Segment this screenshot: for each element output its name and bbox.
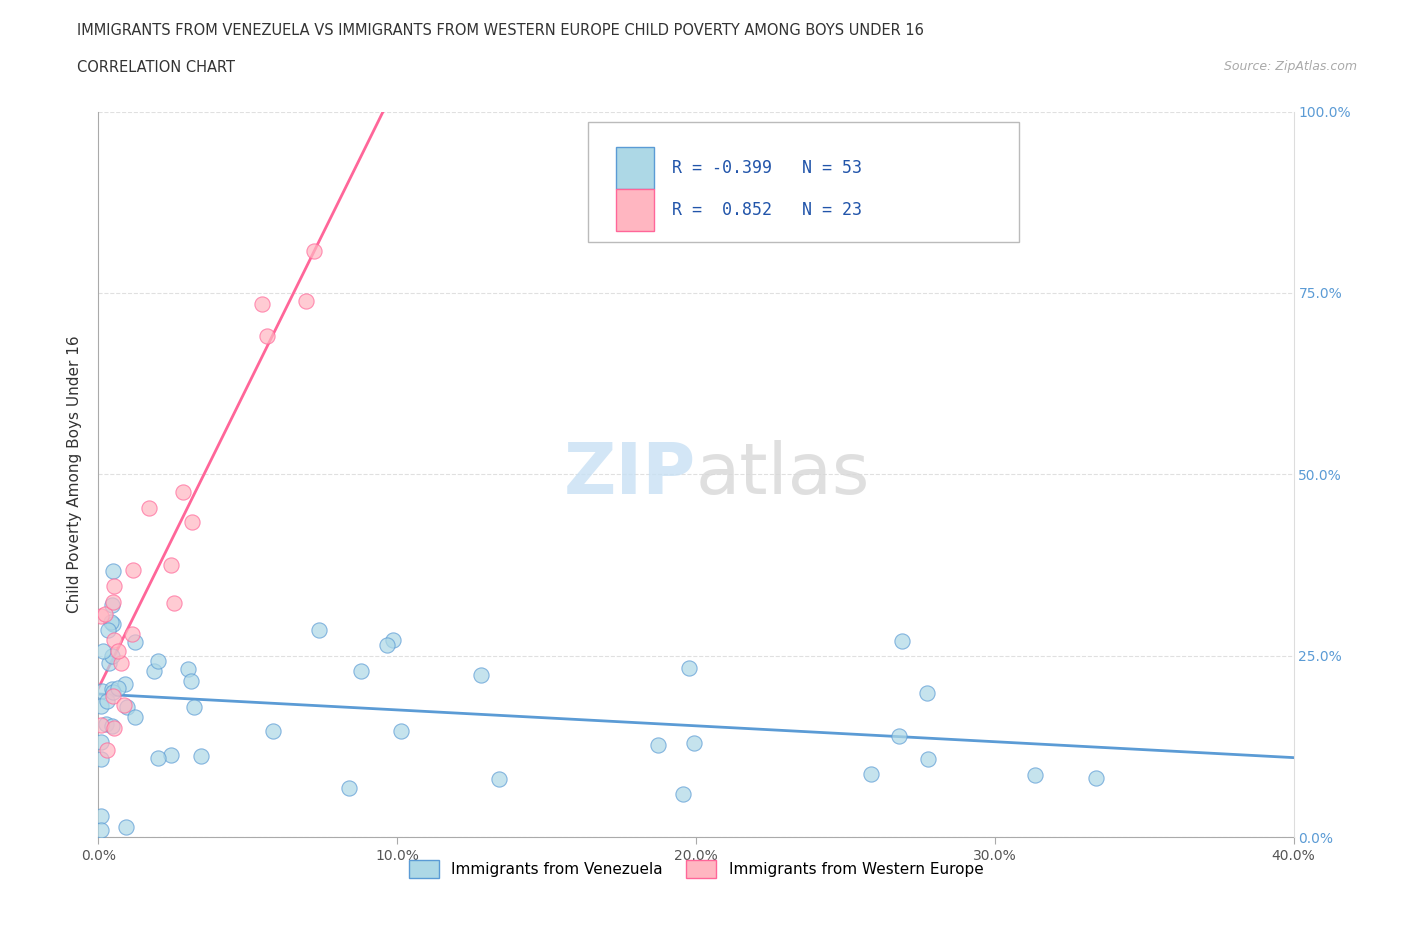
Point <box>90 735 112 750</box>
Point <box>181 515 204 530</box>
Point <box>91 644 114 658</box>
Point <box>110 656 132 671</box>
Point <box>91 684 114 698</box>
Text: ZIP: ZIP <box>564 440 696 509</box>
FancyBboxPatch shape <box>589 123 1019 242</box>
Point <box>381 632 404 647</box>
Point <box>146 653 169 668</box>
Point <box>671 787 693 802</box>
Point <box>891 633 914 648</box>
Point <box>97 622 120 637</box>
Text: R =  0.852   N = 23: R = 0.852 N = 23 <box>672 201 862 219</box>
Point <box>90 698 112 713</box>
Text: atlas: atlas <box>696 440 870 509</box>
Point <box>103 721 125 736</box>
Point <box>103 578 125 593</box>
Point <box>98 656 121 671</box>
Point <box>647 737 669 752</box>
Point <box>308 622 330 637</box>
Point <box>100 718 122 733</box>
Point <box>889 728 911 743</box>
Point <box>107 644 129 658</box>
Point <box>180 673 202 688</box>
Point <box>389 724 412 738</box>
Point <box>122 562 145 577</box>
Point <box>124 710 146 724</box>
Point <box>337 780 360 795</box>
Point <box>915 685 938 700</box>
Point <box>159 748 181 763</box>
Point <box>678 660 700 675</box>
Point <box>1084 770 1107 785</box>
Point <box>114 677 136 692</box>
Point <box>295 293 318 308</box>
Point <box>101 685 124 700</box>
Point <box>160 557 183 572</box>
Point <box>94 606 117 621</box>
Text: CORRELATION CHART: CORRELATION CHART <box>77 60 235 75</box>
Point <box>683 736 706 751</box>
Point <box>1024 767 1046 782</box>
Point <box>96 693 118 708</box>
Text: IMMIGRANTS FROM VENEZUELA VS IMMIGRANTS FROM WESTERN EUROPE CHILD POVERTY AMONG : IMMIGRANTS FROM VENEZUELA VS IMMIGRANTS … <box>77 23 924 38</box>
Point <box>90 608 112 623</box>
Bar <box>616 189 654 232</box>
Point <box>101 617 124 631</box>
Point <box>115 819 138 834</box>
Y-axis label: Child Poverty Among Boys Under 16: Child Poverty Among Boys Under 16 <box>67 336 83 613</box>
Point <box>101 682 124 697</box>
Point <box>143 664 166 679</box>
Point <box>121 626 143 641</box>
Point <box>96 716 118 731</box>
Point <box>488 772 510 787</box>
Point <box>90 808 112 823</box>
Point <box>115 699 138 714</box>
Point <box>101 648 124 663</box>
Point <box>138 500 160 515</box>
Point <box>262 724 284 738</box>
Point <box>302 244 325 259</box>
Point <box>349 663 371 678</box>
Point <box>103 594 125 609</box>
Point <box>112 698 135 713</box>
Point <box>100 615 122 630</box>
Text: Source: ZipAtlas.com: Source: ZipAtlas.com <box>1223 60 1357 73</box>
Point <box>101 598 124 613</box>
Point <box>124 635 146 650</box>
Point <box>470 668 492 683</box>
Point <box>162 595 184 610</box>
Point <box>172 485 194 500</box>
Bar <box>616 147 654 189</box>
Point <box>256 328 278 343</box>
Point <box>859 766 882 781</box>
Point <box>101 688 124 703</box>
Text: R = -0.399   N = 53: R = -0.399 N = 53 <box>672 159 862 178</box>
Point <box>250 297 273 312</box>
Point <box>177 661 200 676</box>
Point <box>90 717 112 732</box>
Point <box>190 749 212 764</box>
Point <box>101 564 124 578</box>
Point <box>148 751 170 765</box>
Point <box>107 680 129 695</box>
Point <box>183 699 205 714</box>
Point <box>90 822 112 837</box>
Point <box>917 751 939 766</box>
Point <box>103 632 125 647</box>
Legend: Immigrants from Venezuela, Immigrants from Western Europe: Immigrants from Venezuela, Immigrants fr… <box>402 854 990 883</box>
Point <box>90 751 112 766</box>
Point <box>96 742 118 757</box>
Point <box>375 637 398 652</box>
